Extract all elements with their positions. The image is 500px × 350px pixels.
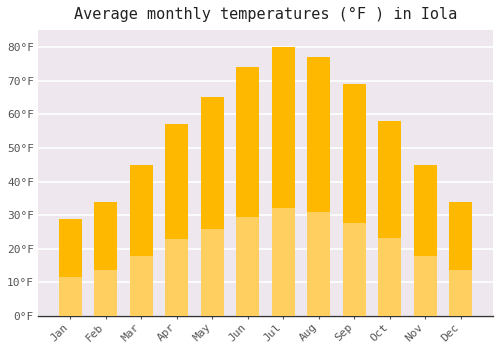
Bar bbox=[450, 202, 472, 316]
Bar bbox=[130, 165, 153, 316]
Bar bbox=[272, 47, 295, 316]
Bar bbox=[378, 121, 402, 316]
Bar bbox=[201, 97, 224, 316]
Bar bbox=[94, 202, 118, 316]
Bar bbox=[201, 229, 224, 316]
Bar bbox=[308, 57, 330, 316]
Bar bbox=[343, 84, 366, 316]
Bar bbox=[414, 256, 437, 316]
Bar bbox=[308, 212, 330, 316]
Bar bbox=[414, 165, 437, 316]
Bar bbox=[166, 239, 188, 316]
Bar bbox=[166, 124, 188, 316]
Bar bbox=[272, 208, 295, 316]
Bar bbox=[236, 67, 260, 316]
Bar bbox=[94, 270, 118, 316]
Bar bbox=[130, 256, 153, 316]
Bar bbox=[378, 238, 402, 316]
Bar bbox=[450, 270, 472, 316]
Bar bbox=[236, 217, 260, 316]
Title: Average monthly temperatures (°F ) in Iola: Average monthly temperatures (°F ) in Io… bbox=[74, 7, 457, 22]
Bar bbox=[59, 218, 82, 316]
Bar bbox=[343, 223, 366, 316]
Bar bbox=[59, 277, 82, 316]
